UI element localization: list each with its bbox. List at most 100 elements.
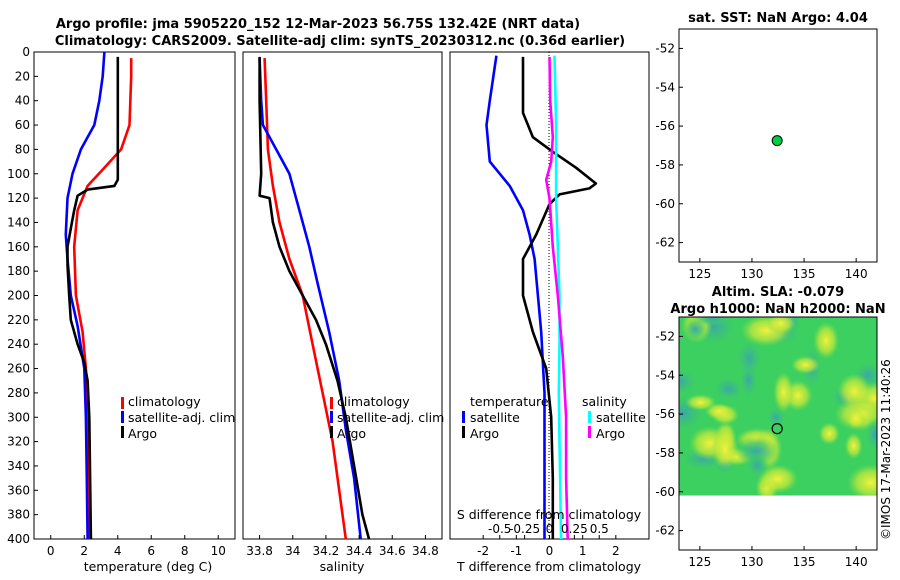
y-tick-label: 200 [7, 289, 30, 303]
sla-texture-blob [736, 339, 763, 378]
map-y-tick-label: -56 [655, 407, 675, 421]
x-tick-label: 0 [546, 544, 554, 558]
sla-texture-blob [757, 464, 798, 494]
map-x-tick-label: 135 [793, 555, 816, 569]
map-x-tick-label: 140 [845, 267, 868, 281]
s-tick-label: -0.5 [488, 522, 511, 536]
y-tick-label: 300 [7, 410, 30, 424]
legend-argo: Argo [128, 426, 157, 441]
map-y-tick-label: -54 [655, 368, 675, 382]
sla-texture-blob [711, 428, 739, 470]
sla-field [679, 317, 877, 496]
series-line-argo [258, 56, 371, 540]
legend-marker-s-argo [588, 426, 591, 438]
temperature-axes-frame [33, 51, 236, 540]
sla-texture-blob [813, 321, 839, 360]
salinity-axes-frame [242, 51, 443, 540]
sla-texture-blob [791, 355, 821, 374]
x-tick-label: 2 [80, 544, 88, 558]
temperature-panel: 0 2 4 6 8 10 0 20 40 60 80 100 120 140 160 180 200 220 24… [7, 45, 236, 574]
sla-texture-blob [818, 422, 840, 445]
series-line-t-satellite [485, 55, 546, 539]
salinity-panel: 33.8 34 34.2 34.4 34.6 34.8 salinity climatol… [242, 51, 444, 574]
legend-marker-argo [121, 426, 124, 438]
credit-text: ©IMOS 17-Mar-2023 11:40:26 [879, 359, 893, 540]
sla-map-frame [678, 316, 878, 551]
map-x-tick-label: 140 [845, 555, 868, 569]
legend-marker-climatology [121, 397, 124, 409]
map-y-tick-label: -58 [655, 158, 675, 172]
s-tick-label: 0.25 [561, 522, 588, 536]
series-line-satellite-adj-clim [64, 51, 106, 540]
sla-texture-blob [846, 408, 866, 429]
y-tick-label: 280 [7, 386, 30, 400]
sla-map-panel: Altim. SLA: -0.079 Argo h1000: NaN h2000… [655, 285, 885, 569]
x-tick-label: 8 [181, 544, 189, 558]
sst-map-title: sat. SST: NaN Argo: 4.04 [688, 11, 868, 26]
sla-texture-blob [711, 376, 746, 402]
map-y-tick-label: -58 [655, 446, 675, 460]
legend-marker-t-satellite [462, 411, 465, 423]
legend-s-argo: Argo [596, 426, 625, 441]
difference-xlabel: T difference from climatology [456, 559, 642, 574]
x-tick-label: 10 [211, 544, 226, 558]
y-tick-label: 340 [7, 459, 30, 473]
map-x-tick-label: 130 [740, 555, 763, 569]
x-tick-label: 33.8 [246, 544, 273, 558]
y-tick-label: 380 [7, 508, 30, 522]
sla-texture-blob [734, 436, 779, 467]
y-tick-label: 20 [15, 69, 30, 83]
series-line-climatology [263, 58, 348, 540]
map-y-tick-label: -60 [655, 197, 675, 211]
x-tick-label: 34.2 [313, 544, 340, 558]
map-y-tick-label: -52 [655, 329, 675, 343]
legend-t-satellite: satellite [470, 410, 520, 425]
sla-texture-blob [684, 317, 707, 342]
x-tick-label: 6 [147, 544, 155, 558]
map-y-tick-label: -62 [655, 524, 675, 538]
map-y-tick-label: -60 [655, 485, 675, 499]
y-tick-label: 260 [7, 362, 30, 376]
legend-argo: Argo [337, 426, 366, 441]
legend-climatology: climatology [337, 394, 410, 409]
map-x-tick-label: 125 [688, 555, 711, 569]
legend-climatology: climatology [128, 394, 201, 409]
series-line-argo [66, 56, 120, 540]
map-y-tick-label: -56 [655, 119, 675, 133]
header-line1: Argo profile: jma 5905220_152 12-Mar-202… [56, 17, 580, 32]
argo-location-marker [771, 423, 783, 435]
s-tick-label: 0 [546, 522, 554, 536]
legend-s-satellite: satellite [596, 410, 646, 425]
legend-satellite: satellite-adj. clim [128, 410, 235, 425]
legend-marker-t-argo [462, 426, 465, 438]
series-line-satellite-adj-clim [258, 58, 362, 540]
sst-map-panel: sat. SST: NaN Argo: 4.04 125 130 135 140 -5… [655, 11, 878, 281]
y-tick-label: 400 [7, 532, 30, 546]
map-y-tick-label: -52 [655, 41, 675, 55]
x-tick-label: 4 [114, 544, 122, 558]
sla-texture-blob [864, 417, 877, 453]
x-tick-label: 2 [612, 544, 620, 558]
y-tick-label: 160 [7, 240, 30, 254]
header-line2: Climatology: CARS2009. Satellite-adj cli… [55, 34, 625, 49]
y-tick-label: 240 [7, 337, 30, 351]
x-tick-label: 34.6 [379, 544, 406, 558]
x-tick-label: 34 [285, 544, 300, 558]
sla-texture-blob [746, 452, 769, 479]
y-tick-label: 40 [15, 94, 30, 108]
legend-satellite: satellite-adj. clim [337, 410, 444, 425]
argo-location-marker [771, 135, 783, 147]
sla-texture-blob [679, 367, 699, 396]
map-y-tick-label: -54 [655, 80, 675, 94]
y-tick-label: 220 [7, 313, 30, 327]
x-tick-label: -2 [477, 544, 489, 558]
y-tick-label: 360 [7, 483, 30, 497]
series-line-s-argo [544, 56, 569, 540]
legend-marker-s-satellite [588, 411, 591, 423]
y-tick-label: 60 [15, 118, 30, 132]
y-tick-label: 140 [7, 215, 30, 229]
legend-marker-argo [330, 426, 333, 438]
sla-map-title2: Argo h1000: NaN h2000: NaN [670, 302, 885, 317]
map-x-tick-label: 135 [793, 267, 816, 281]
